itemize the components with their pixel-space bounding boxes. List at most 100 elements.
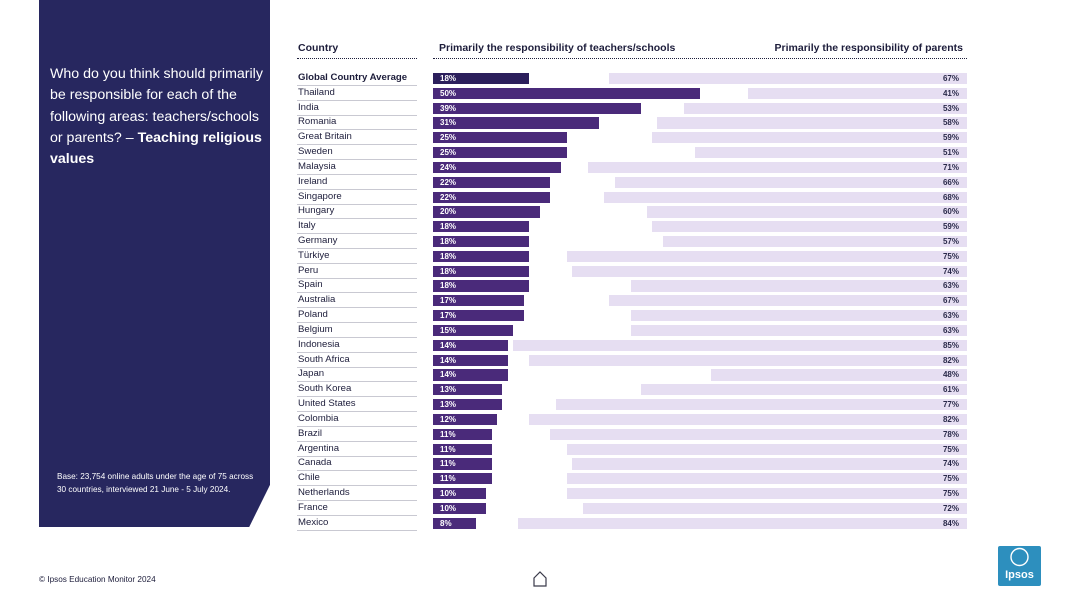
- country-label: Romania: [298, 116, 337, 128]
- teachers-bar: [433, 236, 530, 248]
- parents-value-label: 59%: [942, 222, 959, 232]
- teachers-bar: [433, 310, 524, 322]
- teachers-value-label: 15%: [440, 325, 457, 335]
- teachers-bar: [433, 413, 498, 426]
- teachers-value-label: 11%: [440, 444, 456, 454]
- teachers-bar: [433, 473, 492, 485]
- parents-bar: [710, 369, 967, 381]
- data-row: Japan 14% 48%: [0, 367, 1080, 383]
- parents-bar: [518, 517, 967, 529]
- teachers-value-label: 11%: [440, 429, 456, 439]
- teachers-bar: [433, 102, 642, 114]
- teachers-value-label: 10%: [440, 488, 457, 498]
- country-label: India: [298, 101, 319, 113]
- row-divider: [297, 233, 417, 235]
- parents-bar: [748, 87, 967, 99]
- teachers-bar: [433, 458, 492, 470]
- row-divider: [297, 381, 417, 383]
- base-note: Base: 23,754 online adults under the age…: [57, 472, 254, 494]
- country-label: Spain: [298, 279, 323, 291]
- row-divider: [297, 336, 417, 338]
- parents-value-label: 75%: [942, 444, 959, 454]
- teachers-value-label: 14%: [440, 370, 457, 380]
- data-row: Colombia 12% 82%: [0, 412, 1080, 427]
- data-row: Chile 11% 75%: [0, 471, 1080, 487]
- teachers-bar: [433, 147, 567, 159]
- country-label: Belgium: [298, 323, 333, 335]
- row-divider: [297, 366, 417, 368]
- teachers-value-label: 18%: [440, 74, 457, 83]
- teachers-bar: [433, 399, 503, 411]
- country-label: Italy: [298, 220, 316, 232]
- parents-value-label: 67%: [942, 296, 959, 306]
- teachers-bar: [433, 384, 503, 396]
- parents-bar: [513, 339, 967, 351]
- data-row: Argentina 11% 75%: [0, 442, 1080, 457]
- country-label: Malaysia: [298, 160, 336, 172]
- country-label: Australia: [298, 294, 336, 306]
- parents-bar: [646, 206, 967, 218]
- teachers-bar: [433, 428, 492, 440]
- data-row: Canada 11% 74%: [0, 456, 1080, 472]
- row-divider: [297, 485, 417, 487]
- question-text: Who do you think should primarily be res…: [50, 66, 263, 168]
- teachers-bar: [433, 517, 476, 529]
- country-label: Colombia: [298, 412, 339, 424]
- data-row: Poland 17% 63%: [0, 308, 1080, 324]
- parents-value-label: 82%: [942, 355, 959, 365]
- data-row: Singapore 22% 68%: [0, 190, 1080, 205]
- country-label: Canada: [298, 457, 332, 469]
- row-divider: [297, 307, 417, 309]
- teachers-bar: [433, 161, 562, 174]
- country-label: Singapore: [298, 190, 342, 202]
- teachers-value-label: 31%: [440, 118, 457, 128]
- home-icon[interactable]: [532, 570, 548, 588]
- parents-bar: [566, 487, 967, 500]
- teachers-bar: [433, 87, 700, 99]
- teachers-value-label: 25%: [440, 148, 457, 158]
- teachers-value-label: 24%: [440, 162, 457, 172]
- data-row: South Africa 14% 82%: [0, 353, 1080, 368]
- parents-bar: [582, 502, 967, 514]
- parents-value-label: 63%: [942, 325, 959, 335]
- teachers-value-label: 18%: [440, 251, 457, 261]
- parents-bar: [641, 384, 967, 396]
- row-divider: [297, 411, 417, 413]
- country-label: Thailand: [298, 86, 335, 98]
- data-row: Indonesia 14% 85%: [0, 338, 1080, 353]
- country-label: Germany: [298, 235, 338, 247]
- data-row: Great Britain 25% 59%: [0, 130, 1080, 146]
- country-label: Mexico: [298, 516, 329, 528]
- data-row: Hungary 20% 60%: [0, 204, 1080, 220]
- parents-value-label: 53%: [942, 103, 959, 113]
- header-country: Country: [298, 42, 339, 54]
- row-divider: [297, 262, 417, 264]
- country-label: Great Britain: [298, 131, 352, 143]
- data-row: India 39% 53%: [0, 101, 1080, 116]
- parents-value-label: 72%: [942, 503, 959, 513]
- teachers-value-label: 17%: [440, 296, 457, 306]
- left-panel: [39, 0, 270, 527]
- teachers-value-label: 39%: [440, 103, 457, 113]
- teachers-bar: [433, 250, 530, 263]
- data-row: Thailand 50% 41%: [0, 86, 1080, 101]
- footer-copyright: © Ipsos Education Monitor 2024: [39, 575, 156, 584]
- data-row: Belgium 15% 63%: [0, 323, 1080, 338]
- teachers-value-label: 11%: [440, 459, 456, 469]
- data-row: Spain 18% 63%: [0, 278, 1080, 294]
- teachers-bar: [433, 206, 540, 218]
- teachers-value-label: 12%: [440, 414, 457, 424]
- parents-bar: [683, 102, 967, 114]
- country-label: Indonesia: [298, 338, 340, 350]
- data-row: United States 13% 77%: [0, 397, 1080, 413]
- parents-value-label: 67%: [942, 74, 959, 83]
- parents-value-label: 77%: [942, 400, 959, 410]
- parents-bar: [603, 191, 967, 203]
- row-divider: [297, 114, 417, 116]
- teachers-bar: [433, 132, 567, 144]
- teachers-value-label: 13%: [440, 400, 457, 410]
- country-label: United States: [298, 398, 356, 410]
- parents-value-label: 75%: [942, 251, 959, 261]
- data-row: Malaysia 24% 71%: [0, 160, 1080, 175]
- teachers-bar: [433, 443, 492, 455]
